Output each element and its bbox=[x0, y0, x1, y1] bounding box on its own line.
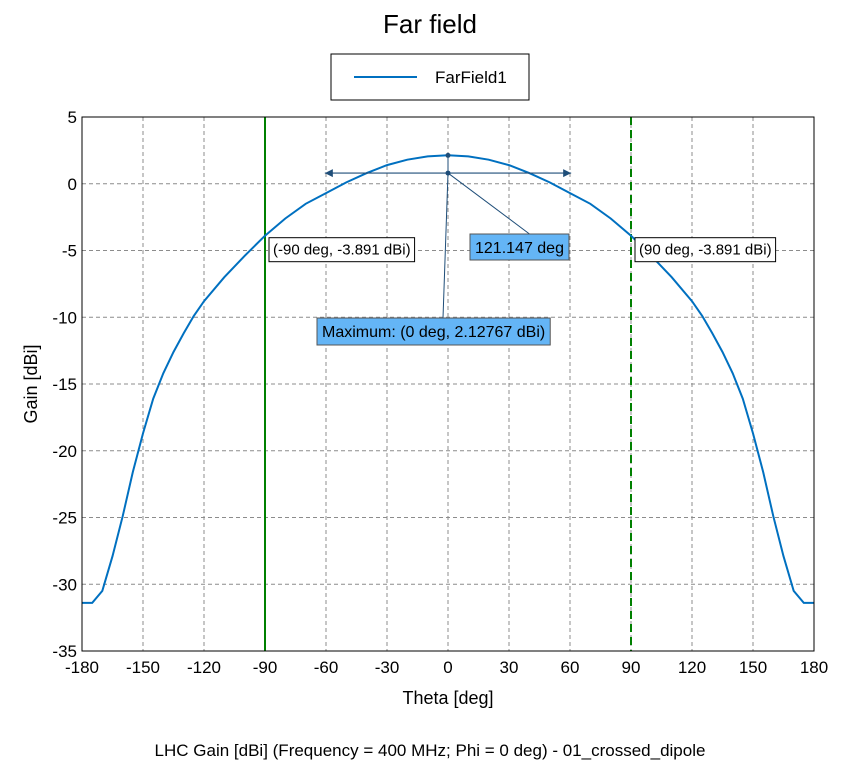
marker-layer bbox=[264, 117, 632, 651]
beamwidth-arrow-right bbox=[563, 169, 572, 178]
x-tick-label: -90 bbox=[253, 658, 278, 677]
beamwidth-label-text: 121.147 deg bbox=[475, 240, 564, 257]
y-tick-label: 0 bbox=[68, 175, 77, 194]
x-tick-label: 120 bbox=[678, 658, 706, 677]
x-tick-label: -120 bbox=[187, 658, 221, 677]
max-label-box bbox=[316, 317, 551, 346]
x-tick-label: 150 bbox=[739, 658, 767, 677]
y-tick-label: 5 bbox=[68, 108, 77, 127]
y-tick-label: -10 bbox=[52, 308, 77, 327]
x-tick-label: 180 bbox=[800, 658, 828, 677]
x-axis-label: Theta [deg] bbox=[402, 688, 493, 708]
x-tick-labels: -180 -150 -120 -90 -60 -30 0 30 60 90 120 150 180 bbox=[65, 658, 828, 677]
beamwidth-arrow-left bbox=[324, 169, 333, 178]
x-tick-label: -60 bbox=[314, 658, 339, 677]
legend: FarField1 bbox=[330, 53, 530, 101]
y-tick-label: -15 bbox=[52, 375, 77, 394]
max-point bbox=[445, 152, 451, 158]
marker-label-box bbox=[634, 237, 777, 263]
y-tick-label: -35 bbox=[52, 642, 77, 661]
y-tick-label: -25 bbox=[52, 509, 77, 528]
legend-entry-label: FarField1 bbox=[435, 68, 507, 87]
marker-label-text: (-90 deg, -3.891 dBi) bbox=[273, 242, 411, 259]
beamwidth-label-box bbox=[469, 233, 570, 261]
annotation-layer: (-90 deg, -3.891 dBi) (90 deg, -3.891 dBi… bbox=[268, 152, 777, 346]
max-leader bbox=[442, 173, 449, 319]
max-label-text: Maximum: (0 deg, 2.12767 dBi) bbox=[322, 324, 545, 341]
x-tick-label: 0 bbox=[443, 658, 452, 677]
x-tick-label: -150 bbox=[126, 658, 160, 677]
chart-title: Far field bbox=[383, 9, 477, 39]
x-tick-label: 90 bbox=[622, 658, 641, 677]
plot-frame bbox=[81, 116, 815, 652]
marker-label-text: (90 deg, -3.891 dBi) bbox=[639, 242, 772, 259]
y-tick-label: -20 bbox=[52, 442, 77, 461]
x-tick-label: -30 bbox=[375, 658, 400, 677]
y-tick-label: -5 bbox=[62, 242, 77, 261]
y-tick-labels: 5 0 -5 -10 -15 -20 -25 -30 -35 bbox=[52, 108, 77, 661]
grid-layer bbox=[82, 117, 814, 651]
y-tick-label: -30 bbox=[52, 575, 77, 594]
x-tick-label: 30 bbox=[500, 658, 519, 677]
y-axis-label: Gain [dBi] bbox=[21, 344, 41, 423]
x-tick-label: -180 bbox=[65, 658, 99, 677]
beamwidth-leader bbox=[447, 172, 530, 235]
chart-footer: LHC Gain [dBi] (Frequency = 400 MHz; Phi… bbox=[155, 741, 706, 760]
x-tick-label: 60 bbox=[561, 658, 580, 677]
marker-label-box bbox=[268, 237, 416, 263]
